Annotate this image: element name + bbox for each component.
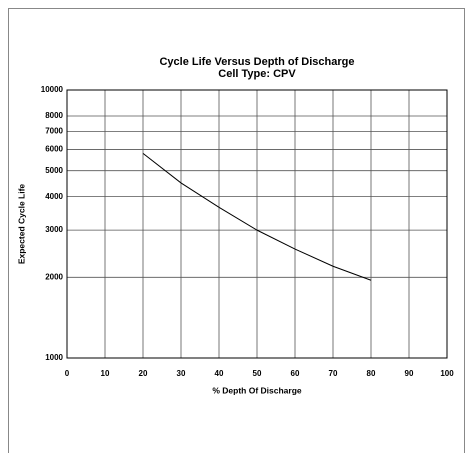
y-tick-label: 2000 bbox=[45, 272, 63, 281]
x-tick-label: 10 bbox=[101, 369, 110, 378]
y-tick-label: 1000 bbox=[45, 353, 63, 362]
y-tick-label: 3000 bbox=[45, 225, 63, 234]
x-tick-label: 40 bbox=[215, 369, 224, 378]
plot-border bbox=[66, 89, 448, 359]
x-tick-label: 100 bbox=[440, 369, 454, 378]
x-tick-label: 90 bbox=[405, 369, 414, 378]
frame bbox=[8, 8, 465, 453]
chart-subtitle: Cell Type: CPV bbox=[218, 68, 296, 80]
x-tick-label: 20 bbox=[139, 369, 148, 378]
x-tick-label: 60 bbox=[291, 369, 300, 378]
x-tick-label: 50 bbox=[253, 369, 262, 378]
y-tick-label: 5000 bbox=[45, 166, 63, 175]
x-tick-label: 80 bbox=[367, 369, 376, 378]
y-tick-label: 8000 bbox=[45, 111, 63, 120]
x-tick-label: 30 bbox=[177, 369, 186, 378]
y-tick-label: 10000 bbox=[41, 85, 64, 94]
y-tick-label: 4000 bbox=[45, 192, 63, 201]
y-axis-label: Expected Cycle Life bbox=[16, 184, 26, 265]
data-line bbox=[142, 153, 372, 281]
chart-title: Cycle Life Versus Depth of Discharge bbox=[159, 56, 354, 68]
x-axis-label: % Depth Of Discharge bbox=[212, 385, 302, 395]
y-tick-label: 7000 bbox=[45, 127, 63, 136]
x-tick-label: 70 bbox=[329, 369, 338, 378]
y-tick-label: 6000 bbox=[45, 145, 63, 154]
x-tick-label: 0 bbox=[65, 369, 70, 378]
